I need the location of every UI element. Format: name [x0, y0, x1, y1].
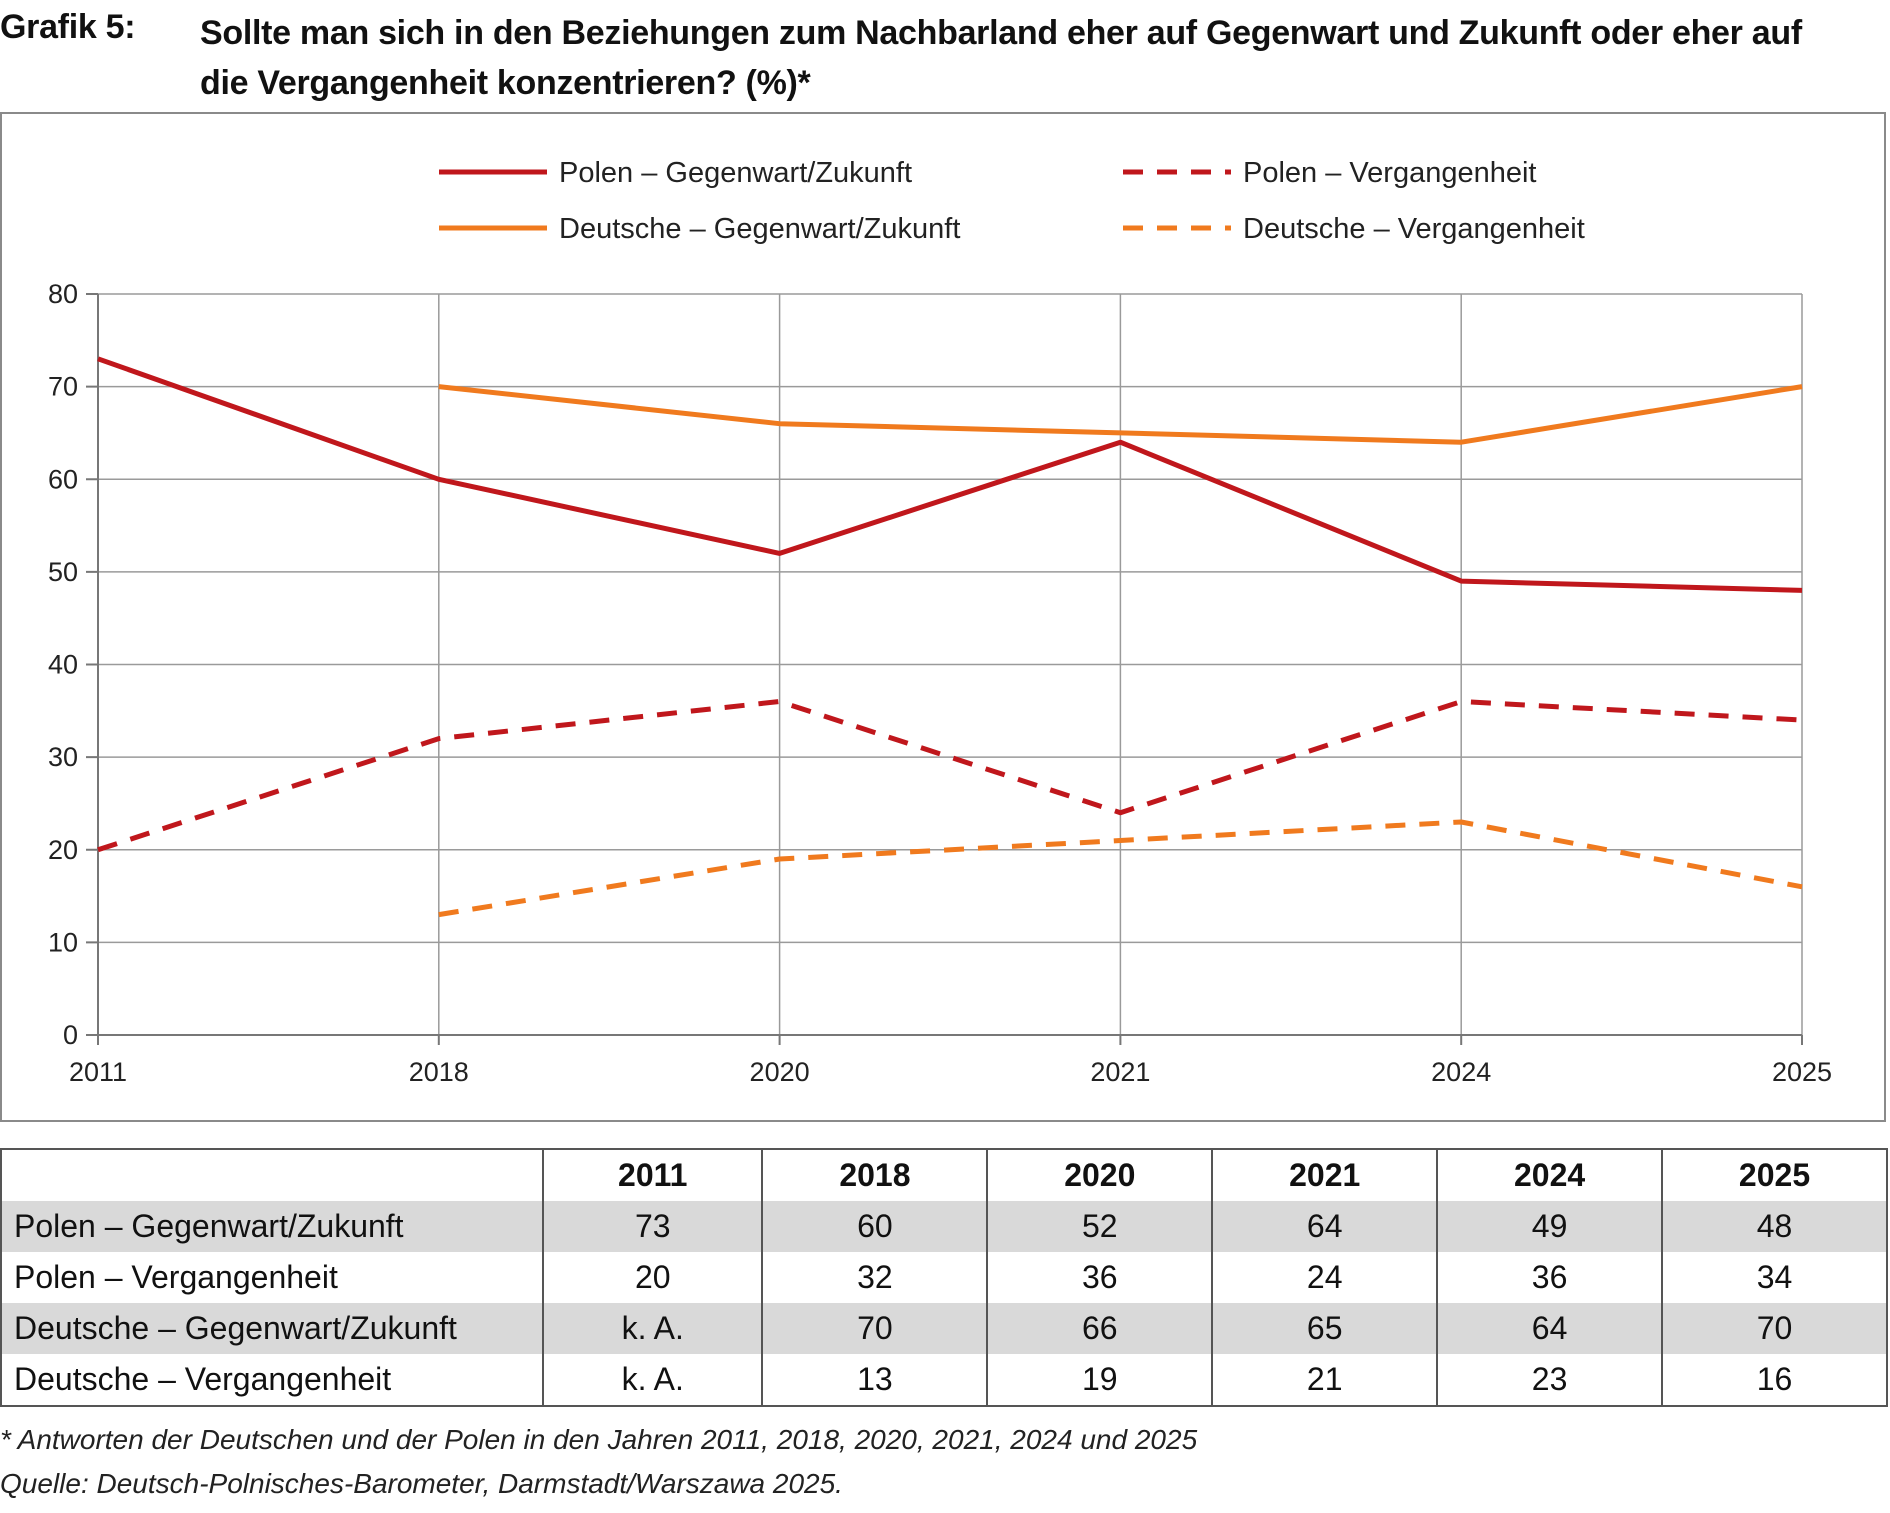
y-tick-label: 30: [48, 742, 78, 772]
line-chart: 0 10 20 30 40 50 60 70 80 2011 2018 2020 2021 2024 202…: [48, 157, 1832, 1087]
title-line-1: Sollte man sich in den Beziehungen zum N…: [200, 14, 1802, 52]
footnote-source: Quelle: Deutsch-Polnisches-Barometer, Da…: [0, 1468, 843, 1499]
y-tick-label: 40: [48, 650, 78, 680]
series-line-2: [97, 699, 1803, 853]
table-cell: 32: [761, 1252, 989, 1303]
tick-labels: 0 10 20 30 40 50 60 70 80 2011 2018 2020 2021 2024 202…: [48, 279, 1832, 1087]
table-cell: k. A.: [541, 1303, 764, 1354]
table-row: Deutsche – Vergangenheit k. A. 13 19 21 …: [0, 1354, 1888, 1407]
table-cell: 36: [1436, 1252, 1664, 1303]
series-lines: [97, 356, 1803, 918]
table-cell: 48: [1661, 1201, 1888, 1252]
table-row: Deutsche – Gegenwart/Zukunft k. A. 70 66…: [0, 1303, 1888, 1354]
table-cell: 21: [1211, 1354, 1439, 1407]
table-cell: 70: [761, 1303, 989, 1354]
table-header-row: 2011 2018 2020 2021 2024 2025: [0, 1148, 1888, 1201]
axes: [86, 293, 1803, 1045]
grid-lines: [98, 293, 1803, 1035]
table-cell: 66: [986, 1303, 1214, 1354]
series-line-3: [438, 384, 1803, 445]
table-cell: 73: [541, 1201, 764, 1252]
table-cell: 65: [1211, 1303, 1439, 1354]
table-cell: 34: [1661, 1252, 1888, 1303]
legend-label: Deutsche – Vergangenheit: [1243, 213, 1585, 245]
table-cell: 20: [541, 1252, 764, 1303]
table-cell: 64: [1211, 1201, 1439, 1252]
y-tick-label: 60: [48, 464, 78, 494]
footnote-note: * Antworten der Deutschen und der Polen …: [0, 1424, 1198, 1455]
table-cell: 64: [1436, 1303, 1664, 1354]
table-cell: 13: [761, 1354, 989, 1407]
x-tick-label: 2021: [1090, 1057, 1150, 1087]
title-line-2: die Vergangenheit konzentrieren? (%)*: [200, 64, 811, 102]
x-tick-label: 2018: [409, 1057, 469, 1087]
table-header-year: 2021: [1211, 1148, 1439, 1201]
table-cell: 70: [1661, 1303, 1888, 1354]
series-line-4: [438, 819, 1803, 918]
row-label: Polen – Vergangenheit: [0, 1252, 544, 1303]
table-cell: 24: [1211, 1252, 1439, 1303]
row-label: Deutsche – Vergangenheit: [0, 1354, 544, 1407]
x-tick-label: 2024: [1431, 1057, 1491, 1087]
legend: Polen – Gegenwart/Zukunft Polen – Vergang…: [439, 157, 1585, 245]
table-header-year: 2024: [1436, 1148, 1664, 1201]
y-tick-label: 0: [63, 1020, 78, 1050]
table-header-year: 2018: [761, 1148, 989, 1201]
x-tick-label: 2020: [750, 1057, 810, 1087]
figure-label: Grafik 5:: [0, 8, 136, 46]
y-tick-label: 70: [48, 372, 78, 402]
table-cell: 23: [1436, 1354, 1664, 1407]
row-label: Deutsche – Gegenwart/Zukunft: [0, 1303, 544, 1354]
table-cell: 19: [986, 1354, 1214, 1407]
y-tick-label: 80: [48, 279, 78, 309]
legend-label: Polen – Vergangenheit: [1243, 157, 1536, 189]
table-row: Polen – Gegenwart/Zukunft 73 60 52 64 49…: [0, 1201, 1888, 1252]
figure-title: Sollte man sich in den Beziehungen zum N…: [200, 8, 1890, 108]
table-row: Polen – Vergangenheit 20 32 36 24 36 34: [0, 1252, 1888, 1303]
data-table: 2011 2018 2020 2021 2024 2025 Polen – Ge…: [0, 1148, 1888, 1407]
legend-label: Deutsche – Gegenwart/Zukunft: [559, 213, 960, 245]
table-cell: 16: [1661, 1354, 1888, 1407]
table-header-empty: [0, 1148, 544, 1201]
table-header-year: 2011: [541, 1148, 764, 1201]
table-cell: k. A.: [541, 1354, 764, 1407]
legend-label: Polen – Gegenwart/Zukunft: [559, 157, 912, 189]
table-header-year: 2020: [986, 1148, 1214, 1201]
row-label: Polen – Gegenwart/Zukunft: [0, 1201, 544, 1252]
chart-frame: 0 10 20 30 40 50 60 70 80 2011 2018 2020 2021 2024 202…: [0, 112, 1886, 1122]
table-cell: 52: [986, 1201, 1214, 1252]
y-tick-label: 20: [48, 835, 78, 865]
table-cell: 60: [761, 1201, 989, 1252]
table-header-year: 2025: [1661, 1148, 1888, 1201]
table-cell: 49: [1436, 1201, 1664, 1252]
y-tick-label: 10: [48, 927, 78, 957]
x-tick-label: 2011: [69, 1057, 127, 1087]
series-line-1: [97, 356, 1803, 593]
x-tick-label: 2025: [1772, 1057, 1832, 1087]
y-tick-label: 50: [48, 557, 78, 587]
table-cell: 36: [986, 1252, 1214, 1303]
